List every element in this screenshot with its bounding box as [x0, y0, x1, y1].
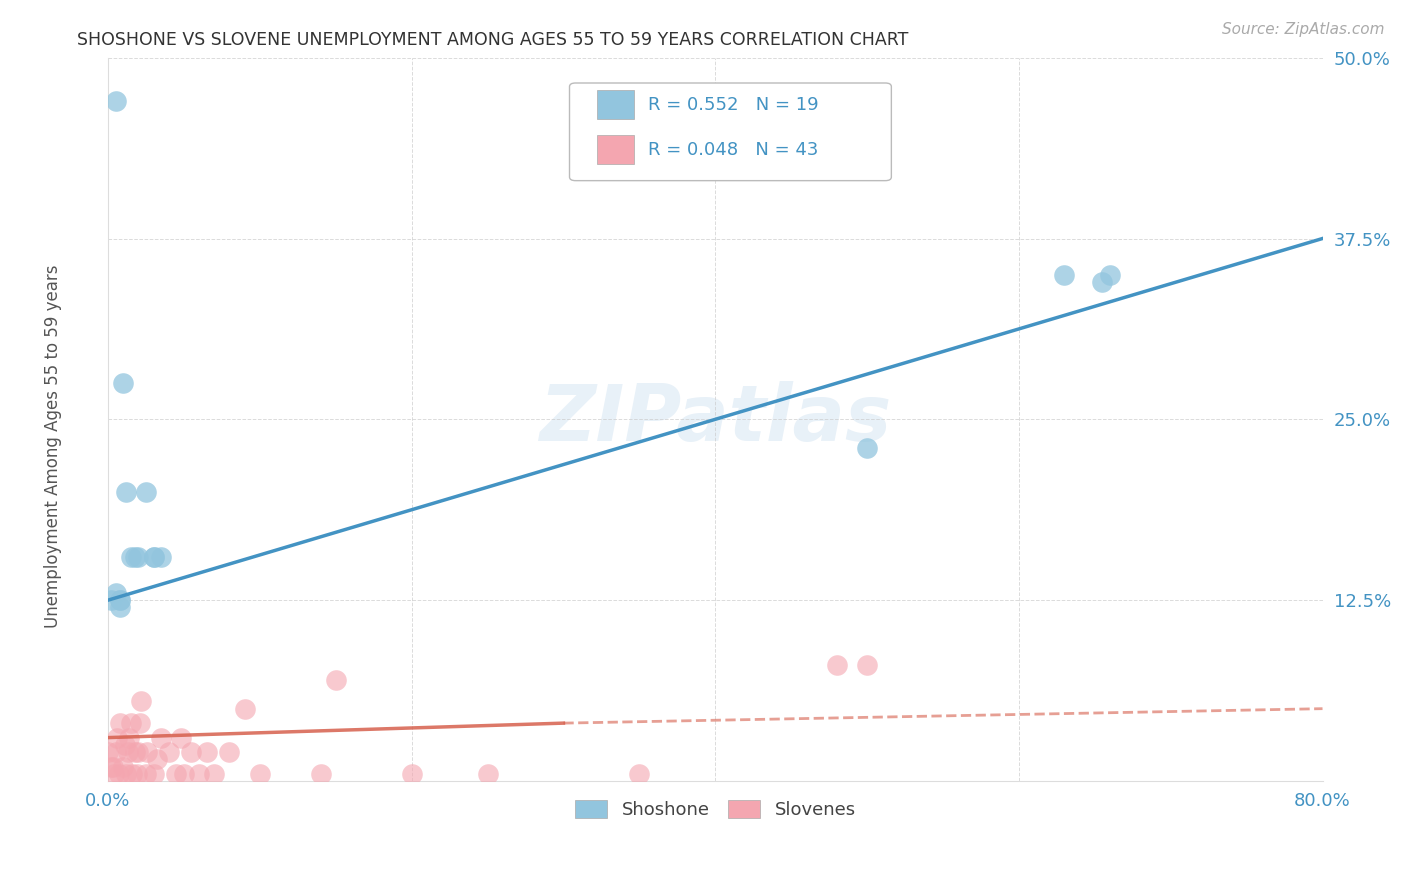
Point — [100, 593, 122, 607]
Point — [104, 586, 127, 600]
Point — [142, 766, 165, 780]
Point — [142, 549, 165, 564]
Point — [100, 759, 122, 773]
Point — [170, 731, 193, 745]
Point — [135, 766, 157, 780]
Point — [1053, 268, 1076, 282]
Point — [856, 442, 879, 456]
Point — [173, 766, 195, 780]
Point — [131, 694, 153, 708]
Text: ZIPatlas: ZIPatlas — [538, 382, 891, 458]
Text: Unemployment Among Ages 55 to 59 years: Unemployment Among Ages 55 to 59 years — [45, 264, 62, 628]
Point — [142, 549, 165, 564]
Point — [325, 673, 347, 687]
Point — [135, 484, 157, 499]
Point — [150, 549, 173, 564]
Point — [108, 716, 131, 731]
Point — [136, 745, 159, 759]
Point — [233, 701, 256, 715]
Point — [249, 766, 271, 780]
Point — [145, 752, 167, 766]
Point — [127, 549, 149, 564]
Point — [127, 745, 149, 759]
Point — [97, 745, 120, 759]
Point — [103, 766, 125, 780]
Point — [125, 766, 148, 780]
Point — [101, 759, 124, 773]
Point — [195, 745, 218, 759]
Point — [120, 549, 142, 564]
Point — [117, 745, 139, 759]
Point — [112, 376, 135, 391]
Text: R = 0.048   N = 43: R = 0.048 N = 43 — [648, 141, 818, 159]
Point — [115, 766, 138, 780]
Point — [114, 738, 136, 752]
FancyBboxPatch shape — [598, 135, 634, 164]
Point — [1098, 268, 1121, 282]
Point — [188, 766, 211, 780]
Point — [105, 731, 128, 745]
FancyBboxPatch shape — [598, 90, 634, 120]
Point — [401, 766, 423, 780]
Point — [477, 766, 499, 780]
Point — [856, 658, 879, 673]
Point — [218, 745, 240, 759]
Point — [108, 600, 131, 615]
Point — [165, 766, 187, 780]
Text: Source: ZipAtlas.com: Source: ZipAtlas.com — [1222, 22, 1385, 37]
Point — [157, 745, 180, 759]
Point — [112, 759, 135, 773]
Point — [1091, 275, 1114, 289]
Point — [628, 766, 651, 780]
Point — [108, 593, 131, 607]
Point — [118, 731, 141, 745]
Text: SHOSHONE VS SLOVENE UNEMPLOYMENT AMONG AGES 55 TO 59 YEARS CORRELATION CHART: SHOSHONE VS SLOVENE UNEMPLOYMENT AMONG A… — [77, 31, 908, 49]
Point — [104, 94, 127, 108]
Point — [124, 745, 146, 759]
Point — [180, 745, 202, 759]
Point — [825, 658, 848, 673]
Point — [309, 766, 332, 780]
Point — [128, 716, 150, 731]
Point — [121, 766, 143, 780]
Point — [202, 766, 225, 780]
Point — [120, 716, 142, 731]
FancyBboxPatch shape — [569, 83, 891, 181]
Point — [104, 745, 127, 759]
Point — [115, 484, 138, 499]
Legend: Shoshone, Slovenes: Shoshone, Slovenes — [568, 792, 863, 826]
Text: R = 0.552   N = 19: R = 0.552 N = 19 — [648, 95, 820, 113]
Point — [150, 731, 173, 745]
Point — [124, 549, 146, 564]
Point — [108, 593, 131, 607]
Point — [107, 766, 129, 780]
